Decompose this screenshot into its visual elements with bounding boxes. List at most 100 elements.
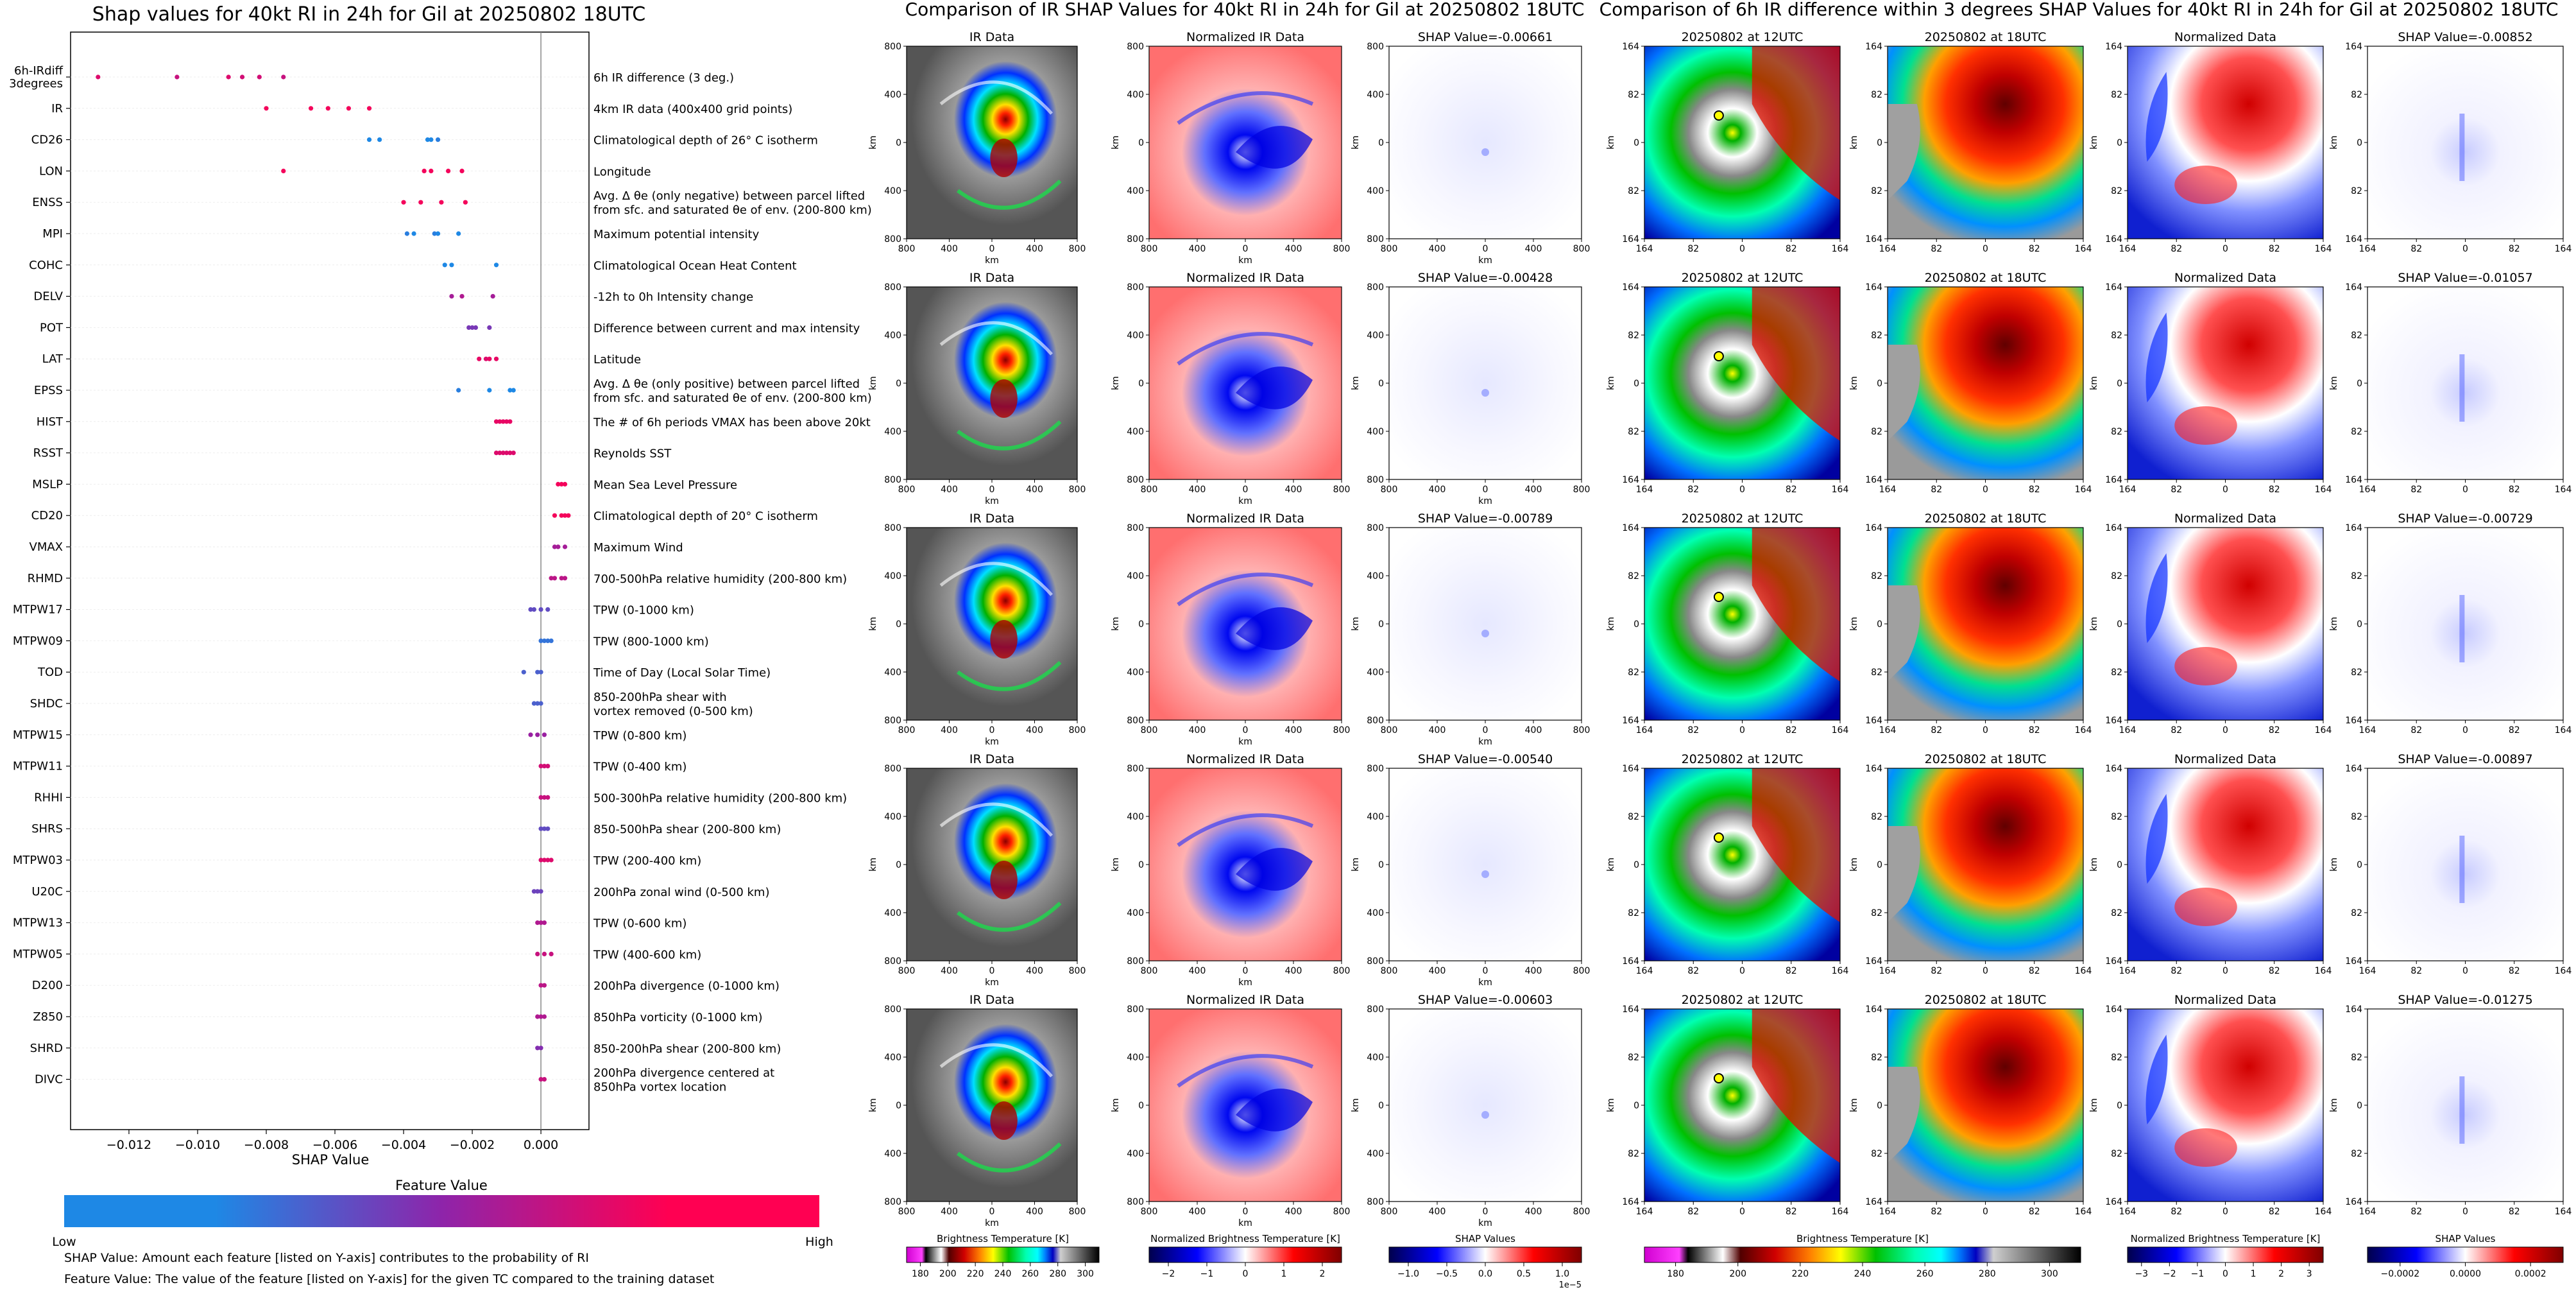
shap-point: [549, 638, 554, 644]
y-tick-label: 82: [2351, 1149, 2362, 1159]
x-tick-label: 0: [989, 485, 995, 495]
panel-ylabel: km: [2089, 376, 2099, 390]
x-tick-label: 400: [1429, 966, 1446, 976]
feature-description-label: Climatological depth of 20° C isotherm: [593, 510, 818, 523]
shap-point: [538, 889, 543, 894]
x-tick-label: 800: [1381, 966, 1398, 976]
y-tick-label: 400: [1127, 1053, 1144, 1063]
colorbar-label: Brightness Temperature [K]: [1796, 1233, 1929, 1245]
feature-description-label: 700-500hPa relative humidity (200-800 km…: [593, 573, 847, 586]
shap-point: [538, 764, 543, 769]
x-tick-label: 164: [2119, 966, 2137, 976]
y-tick-label: 82: [1628, 427, 1639, 437]
shap-point: [538, 669, 543, 675]
x-tick-label: 800: [1069, 244, 1086, 254]
x-tick-label: 82: [2410, 485, 2422, 495]
feature-value-colorbar: [64, 1195, 819, 1227]
feature-name-label: TOD: [37, 666, 63, 679]
x-tick-label: 164: [2075, 244, 2092, 254]
panel-xlabel: km: [985, 978, 999, 988]
y-tick-label: 400: [884, 668, 901, 678]
beeswarm-xlabel: SHAP Value: [292, 1152, 370, 1167]
y-tick-label: 164: [2345, 764, 2362, 774]
feature-name-label: VMAX: [30, 540, 64, 554]
beeswarm-axes-frame: [70, 31, 590, 1130]
colorbar-tick-label: 0: [2222, 1269, 2228, 1279]
colorbar-tick-label: 220: [1791, 1269, 1809, 1279]
shap-point: [490, 294, 495, 299]
x-tick-label: 800: [898, 1207, 916, 1217]
shap-point: [538, 1077, 543, 1082]
panel-xlabel: km: [985, 255, 999, 266]
colorbar: Normalized Brightness Temperature [K] −3 −…: [2127, 1233, 2324, 1279]
colorbar-tick-label: 280: [1049, 1269, 1066, 1279]
y-tick-label: 164: [1622, 956, 1639, 967]
shap-point: [531, 607, 536, 612]
feature-description-label: Difference between current and max inten…: [593, 322, 860, 335]
x-tick-label: 0: [1983, 244, 1988, 254]
eye-marker: [1713, 110, 1724, 121]
panel-ylabel: km: [1351, 617, 1361, 631]
shap-point: [463, 200, 468, 205]
feature-name-label: SHRD: [30, 1042, 63, 1055]
y-tick-label: 164: [2345, 475, 2362, 485]
shap-point: [566, 513, 571, 518]
y-tick-label: 82: [1871, 186, 1882, 196]
x-tick-label: 164: [1879, 1207, 1897, 1217]
y-tick-label: 400: [1367, 90, 1384, 100]
shap-point: [470, 325, 475, 330]
x-tick-label: 400: [1285, 966, 1302, 976]
shap-point: [542, 983, 547, 988]
y-tick-label: 0: [1877, 860, 1882, 870]
shap-point: [487, 356, 492, 361]
x-tick-label: 164: [1636, 1207, 1653, 1217]
panel-ylabel: km: [2089, 617, 2099, 631]
y-tick-label: 400: [884, 90, 901, 100]
cold-region: [2145, 313, 2168, 402]
shap-point: [521, 669, 526, 675]
x-tick-label: 0: [2222, 1207, 2228, 1217]
x-tick-label: 800: [1333, 485, 1351, 495]
x-tick-label: 82: [1687, 725, 1699, 736]
feature-row: MTPW11 TPW (0-400 km): [13, 760, 687, 774]
feature-row: TOD Time of Day (Local Solar Time): [37, 666, 771, 680]
feature-name-label: EPSS: [34, 384, 63, 397]
x-tick-label: 164: [1832, 244, 1849, 254]
feature-name-label: COHC: [29, 259, 63, 272]
x-tick-label: 0: [1243, 244, 1249, 254]
shap-point: [559, 481, 564, 487]
warm-region: [2174, 166, 2237, 204]
panel-ylabel: km: [1849, 857, 1859, 872]
footnote-shap-value: SHAP Value: Amount each feature [listed …: [64, 1251, 589, 1265]
panel-ylabel: km: [1111, 1098, 1121, 1112]
x-tick-label: 82: [1687, 966, 1699, 976]
panel-ylabel: km: [1351, 135, 1361, 150]
y-tick-label: 82: [2351, 908, 2362, 918]
x-tick-label: 82: [2269, 1207, 2280, 1217]
x-tick-label: 164: [1636, 966, 1653, 976]
panel-image: [1389, 768, 1582, 961]
y-tick-label: 82: [2351, 1053, 2362, 1063]
x-tick-label: 82: [2171, 485, 2182, 495]
feature-row: RHMD 700-500hPa relative humidity (200-80…: [28, 572, 848, 586]
shap-point: [545, 764, 550, 769]
panel-title: SHAP Value=-0.00603: [1418, 993, 1553, 1007]
x-tick-label: 400: [1189, 966, 1206, 976]
feature-description-label: Climatological depth of 26° C isotherm: [593, 134, 818, 148]
cold-region: [1236, 848, 1313, 891]
feature-description-label: 4km IR data (400x400 grid points): [593, 103, 792, 116]
panel-xlabel: km: [1238, 978, 1252, 988]
y-tick-label: 0: [1138, 860, 1144, 870]
y-tick-label: 0: [2357, 138, 2362, 148]
clear-region: [1888, 345, 1920, 441]
panel-image: [2367, 1009, 2563, 1202]
cold-band: [1177, 573, 1314, 607]
y-tick-label: 82: [2111, 571, 2122, 581]
